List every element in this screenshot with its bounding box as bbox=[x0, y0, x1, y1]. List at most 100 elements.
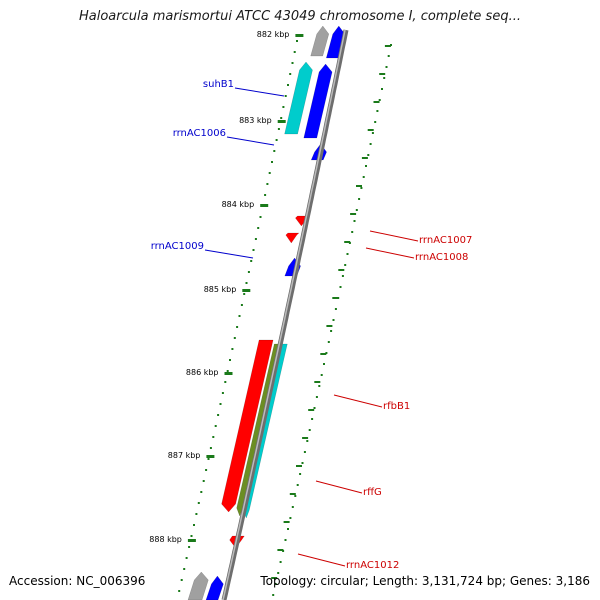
outer-dot bbox=[313, 407, 316, 409]
scale-tick bbox=[242, 289, 251, 292]
outer-tick bbox=[384, 45, 391, 47]
outer-dot bbox=[365, 165, 367, 167]
outer-dot bbox=[330, 330, 333, 332]
scale-tick-label: 882 kbp bbox=[257, 30, 290, 39]
inner-dot bbox=[273, 150, 276, 152]
outer-dot bbox=[277, 572, 280, 574]
grey-feature-bottom bbox=[187, 571, 209, 600]
inner-dot bbox=[217, 414, 220, 416]
scale-tick-label: 886 kbp bbox=[186, 368, 219, 377]
outer-tick bbox=[379, 73, 386, 75]
inner-dot bbox=[280, 117, 283, 119]
outer-dot bbox=[301, 462, 304, 464]
inner-dot bbox=[214, 425, 217, 427]
outer-dot bbox=[374, 121, 377, 123]
gene-label-rfbB1: rfbB1 bbox=[383, 401, 410, 412]
inner-dot bbox=[266, 183, 269, 185]
inner-dot bbox=[212, 436, 215, 438]
inner-dot bbox=[250, 260, 253, 262]
inner-dot bbox=[197, 502, 200, 504]
outer-dot bbox=[325, 352, 328, 354]
outer-tick bbox=[344, 241, 351, 243]
leader-line-rffG bbox=[315, 480, 363, 494]
scale-ticks: 882 kbp 883 kbp 884 kbp 885 kbp 886 kbp 887 k… bbox=[149, 30, 391, 579]
backbone-highlight bbox=[222, 29, 346, 600]
leader-line-rrnAC1008 bbox=[365, 247, 415, 259]
outer-tick bbox=[367, 129, 374, 131]
inner-dot bbox=[257, 227, 260, 229]
outer-tick bbox=[320, 353, 327, 355]
inner-dot bbox=[207, 458, 210, 460]
inner-dot bbox=[188, 546, 191, 548]
outer-dot bbox=[287, 528, 289, 530]
outer-tick bbox=[302, 437, 309, 439]
outer-dot bbox=[308, 429, 311, 431]
accession-text: Accession: NC_006396 bbox=[9, 574, 146, 588]
scale-tick bbox=[224, 372, 233, 375]
outer-dot bbox=[311, 418, 314, 420]
inner-dot bbox=[291, 62, 294, 64]
leader-line-rfbB1 bbox=[333, 394, 383, 408]
outer-tick bbox=[283, 521, 290, 523]
outer-dot bbox=[334, 308, 337, 310]
inner-dot bbox=[178, 590, 181, 592]
inner-dot bbox=[284, 95, 287, 97]
inner-dot bbox=[264, 194, 267, 196]
outer-dot bbox=[381, 88, 383, 90]
outer-tick bbox=[271, 577, 278, 579]
gene-features bbox=[187, 25, 346, 600]
inner-dot bbox=[259, 216, 262, 218]
scale-tick-label: 885 kbp bbox=[204, 285, 237, 294]
scale-tick-label: 884 kbp bbox=[222, 200, 255, 209]
outer-dot bbox=[385, 66, 388, 68]
outer-tick bbox=[296, 465, 302, 467]
inner-dot bbox=[209, 447, 212, 449]
scale-tick-label: 883 kbp bbox=[239, 116, 272, 125]
outer-dot bbox=[274, 583, 277, 585]
outer-dot bbox=[299, 473, 302, 475]
outer-dot bbox=[369, 143, 372, 145]
outer-dot bbox=[383, 77, 386, 79]
inner-dot bbox=[271, 161, 273, 163]
outer-dot bbox=[327, 341, 330, 343]
outer-dot bbox=[344, 264, 347, 266]
outer-dot bbox=[323, 363, 325, 365]
outer-dot bbox=[289, 517, 292, 519]
cds-forward-bottom bbox=[205, 575, 224, 600]
inner-dot bbox=[229, 359, 231, 361]
outer-tick bbox=[314, 381, 321, 383]
scale-tick bbox=[295, 34, 304, 37]
inner-dot bbox=[231, 348, 234, 350]
outer-dot bbox=[306, 440, 309, 442]
outer-dot bbox=[291, 506, 294, 508]
inner-dot bbox=[190, 535, 193, 537]
outer-dot bbox=[376, 110, 379, 112]
inner-dot bbox=[287, 84, 289, 86]
backbone-arc bbox=[221, 29, 349, 600]
outer-dot bbox=[315, 396, 318, 398]
outer-tick bbox=[308, 409, 315, 411]
gene-label-rrnAC1006: rrnAC1006 bbox=[173, 128, 226, 139]
outer-tick bbox=[332, 297, 339, 299]
outer-dot bbox=[332, 319, 335, 321]
inner-dot bbox=[185, 557, 188, 559]
inner-dot bbox=[268, 172, 271, 174]
outer-dot bbox=[387, 55, 390, 57]
inner-dot bbox=[254, 238, 257, 240]
outer-tick bbox=[350, 213, 357, 215]
inner-dot bbox=[277, 128, 280, 130]
scale-tick bbox=[187, 539, 196, 542]
outer-dot bbox=[279, 561, 282, 563]
gene-label-rrnAC1008: rrnAC1008 bbox=[415, 252, 468, 263]
outer-tick bbox=[373, 101, 380, 103]
outer-tick bbox=[277, 549, 284, 551]
inner-dot bbox=[238, 315, 241, 317]
leader-line-suhB1 bbox=[234, 87, 285, 97]
outer-dot bbox=[341, 275, 344, 277]
inner-dot bbox=[243, 293, 246, 295]
outer-tick bbox=[338, 269, 345, 271]
inner-dot bbox=[200, 491, 203, 493]
inner-dot bbox=[180, 579, 183, 581]
